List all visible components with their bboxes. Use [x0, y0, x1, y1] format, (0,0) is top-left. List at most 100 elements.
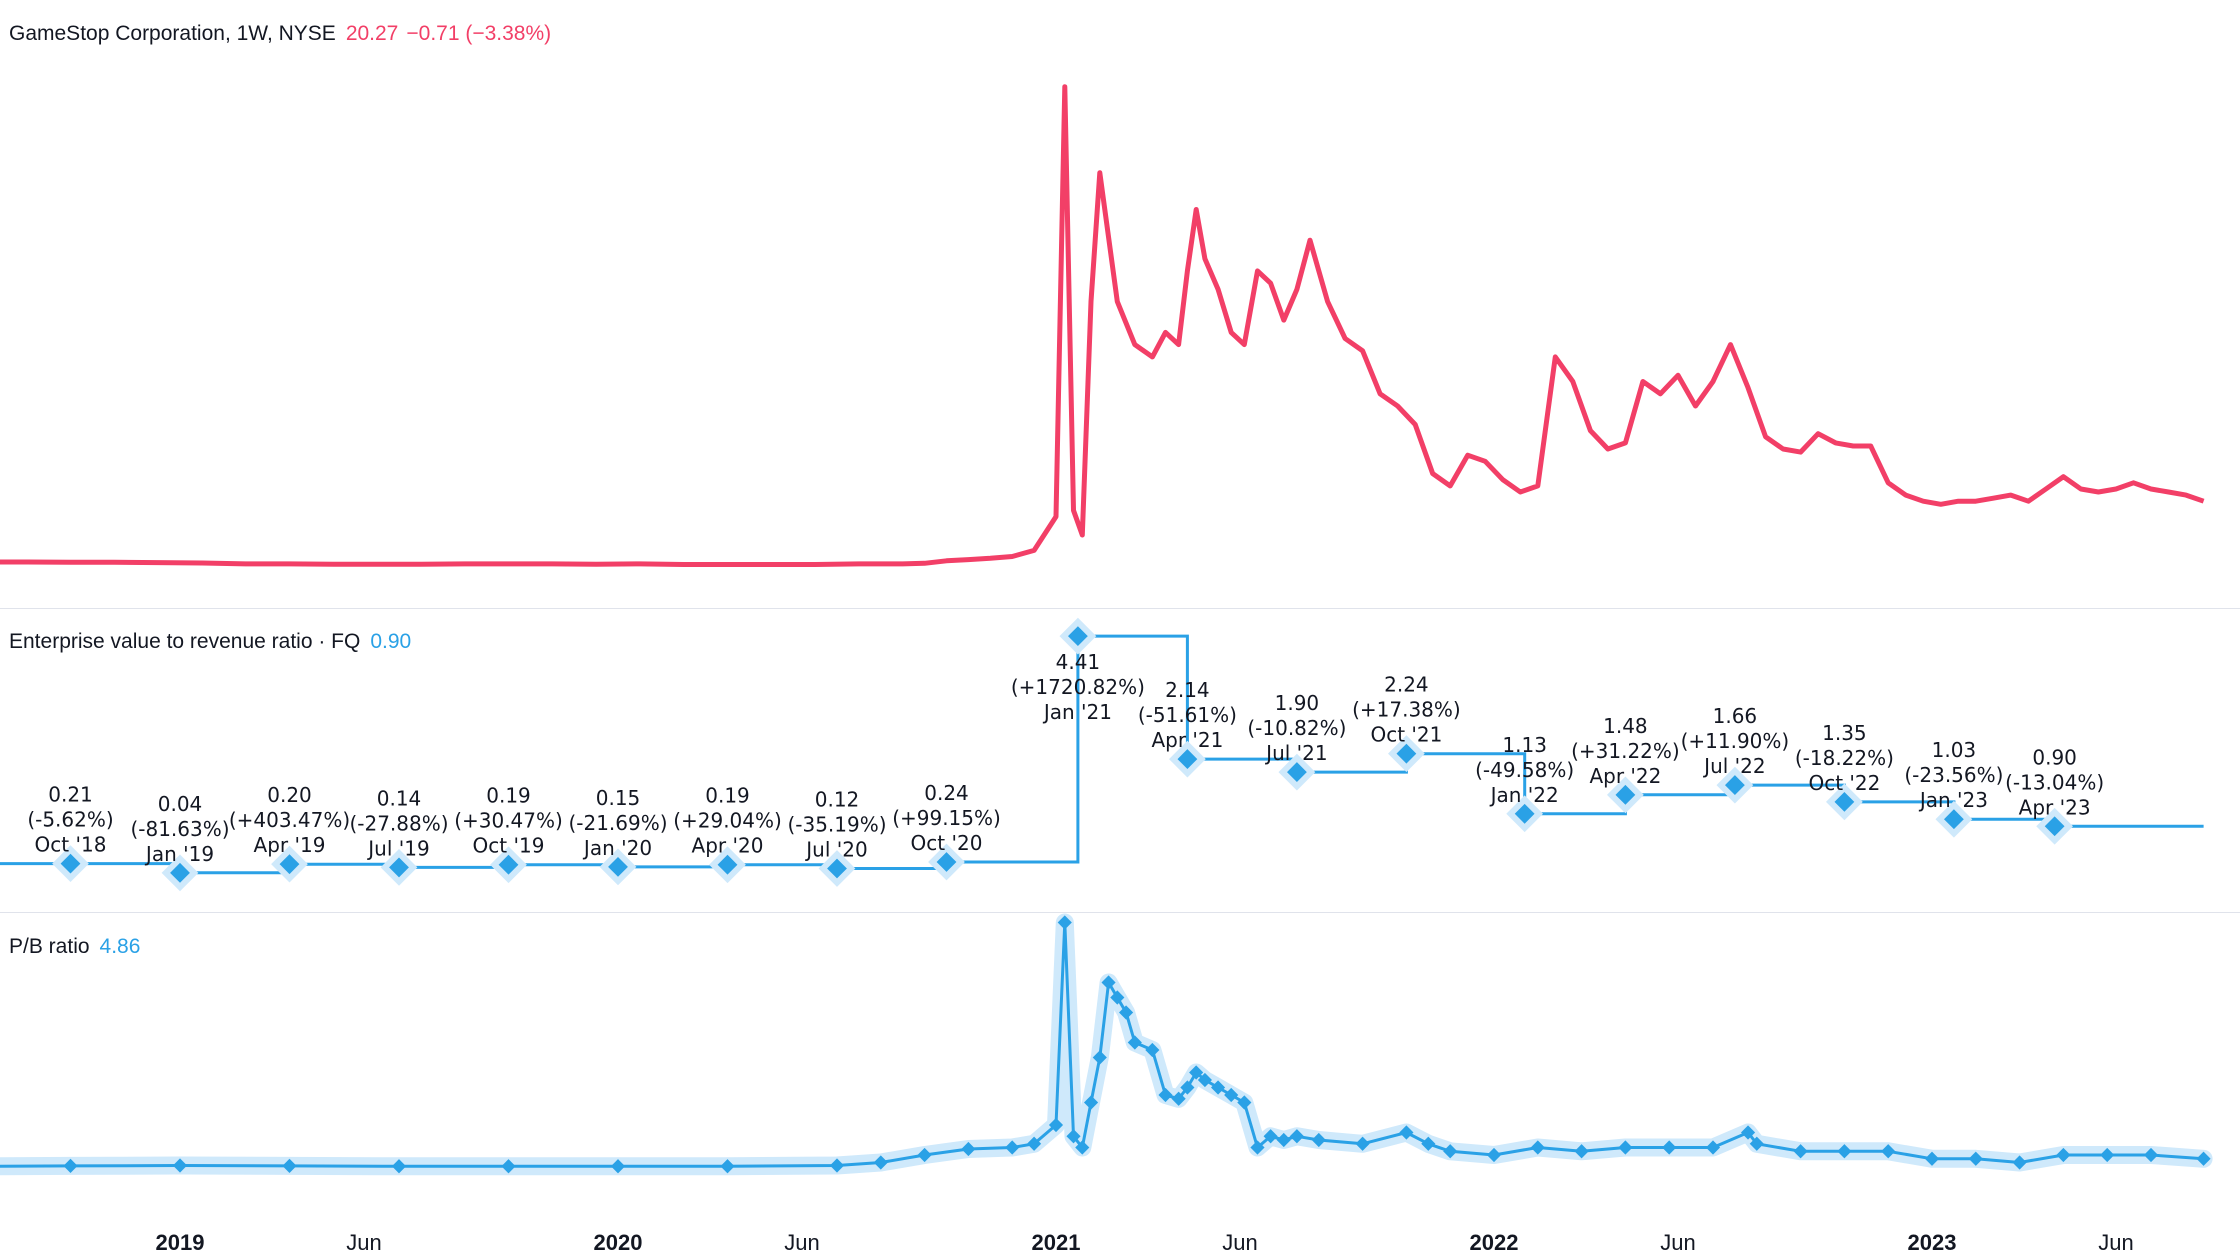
ev-change-label: (-35.19%)	[787, 813, 886, 837]
ev-point	[1615, 784, 1636, 805]
ev-date-label: Jan '19	[144, 842, 214, 866]
x-tick-label: Jun	[2098, 1230, 2133, 1255]
pb-point	[1530, 1140, 1545, 1155]
ev-point	[389, 857, 409, 878]
x-tick-label: Jun	[784, 1230, 819, 1255]
pb-point	[1289, 1129, 1304, 1144]
ev-date-label: Oct '22	[1808, 771, 1880, 795]
pb-value: 4.86	[99, 935, 141, 958]
ev-date-label: Jul '19	[366, 836, 429, 860]
pb-point	[1486, 1147, 1502, 1163]
pb-point	[1399, 1125, 1414, 1140]
ev-point	[936, 852, 957, 872]
pb-point	[391, 1159, 407, 1174]
ev-point	[279, 854, 300, 875]
ev-change-label: (-18.22%)	[1795, 746, 1894, 770]
ev-date-label: Apr '23	[2019, 795, 2091, 819]
pb-point	[1048, 1117, 1064, 1133]
ev-date-label: Jan '22	[1489, 783, 1559, 807]
ev-value-label: 0.14	[377, 786, 422, 810]
pb-point	[1005, 1140, 1020, 1155]
ev-change-label: (-21.69%)	[568, 811, 667, 835]
ev-date-label: Apr '20	[692, 834, 764, 858]
ev-value-label: 0.24	[924, 781, 969, 805]
pb-point	[63, 1158, 78, 1173]
ev-point	[1514, 803, 1535, 824]
ev-value-label: 1.13	[1502, 733, 1547, 757]
ev-change-label: (+17.38%)	[1352, 698, 1461, 722]
ev-value-label: 0.20	[267, 783, 312, 807]
pb-line	[0, 921, 2204, 1168]
ev-point	[1396, 743, 1417, 764]
ev-value: 0.90	[370, 630, 412, 653]
ev-value-label: 2.14	[1165, 678, 1210, 702]
pb-point	[720, 1159, 735, 1174]
ev-change-label: (+11.90%)	[1681, 729, 1790, 753]
ev-date-label: Jan '20	[582, 836, 652, 860]
ev-date-label: Jan '21	[1042, 700, 1112, 724]
ev-date-label: Jul '21	[1264, 741, 1327, 765]
ev-value-label: 0.12	[815, 788, 860, 812]
price-pane	[0, 84, 2205, 567]
ev-change-label: (-49.58%)	[1475, 758, 1574, 782]
ev-change-label: (+29.04%)	[673, 809, 782, 833]
ev-date-label: Apr '21	[1151, 728, 1223, 752]
ev-value-label: 2.24	[1384, 673, 1429, 697]
pb-legend: P/B ratio 4.86	[9, 935, 140, 959]
x-tick-label: 2020	[594, 1230, 643, 1255]
ev-point	[1725, 775, 1745, 795]
pb-point	[1237, 1095, 1252, 1110]
x-tick-label: 2022	[1470, 1230, 1519, 1255]
pb-point	[1250, 1140, 1265, 1155]
pb-point	[1740, 1125, 1756, 1140]
ev-date-label: Jan '23	[1918, 788, 1988, 812]
pb-point	[501, 1159, 516, 1174]
pane-divider-1[interactable]	[0, 608, 2240, 609]
pane-divider-2[interactable]	[0, 912, 2240, 913]
ev-value-label: 1.66	[1713, 704, 1758, 728]
pb-point	[1092, 1050, 1107, 1065]
ev-value-label: 0.21	[48, 783, 93, 807]
ev-change-label: (-5.62%)	[27, 808, 113, 832]
ev-point	[498, 854, 519, 875]
x-tick-label: 2023	[1908, 1230, 1957, 1255]
pb-point	[1066, 1129, 1081, 1144]
pb-point	[1119, 1005, 1134, 1020]
pb-point	[1180, 1080, 1195, 1095]
pb-title: P/B ratio	[9, 935, 90, 958]
ev-value-label: 0.04	[158, 792, 203, 816]
ev-change-label: (-10.82%)	[1247, 716, 1346, 740]
ev-point	[1068, 626, 1088, 647]
pb-point	[1224, 1087, 1239, 1103]
ev-change-label: (+31.22%)	[1571, 739, 1680, 763]
main-legend: GameStop Corporation, 1W, NYSE 20.27 −0.71…	[9, 22, 551, 46]
pb-point	[961, 1141, 976, 1157]
ev-change-label: (+30.47%)	[454, 809, 563, 833]
pb-point	[1881, 1144, 1896, 1159]
ev-change-label: (-13.04%)	[2005, 770, 2104, 794]
ev-change-label: (-27.88%)	[349, 811, 448, 835]
pb-point	[1145, 1042, 1160, 1058]
ev-value-label: 1.03	[1932, 738, 1977, 762]
x-tick-label: 2019	[156, 1230, 205, 1255]
pb-point	[2012, 1155, 2027, 1170]
pb-point	[1197, 1072, 1212, 1088]
pb-point	[1837, 1144, 1852, 1159]
pb-point	[1443, 1144, 1458, 1159]
ev-point	[1287, 762, 1307, 782]
ev-change-label: (-51.61%)	[1138, 703, 1237, 727]
ev-point	[1177, 749, 1198, 769]
ev-value-label: 1.48	[1603, 714, 1648, 738]
price-change: −0.71 (−3.38%)	[406, 22, 552, 45]
pb-point	[1110, 990, 1125, 1005]
time-axis[interactable]: 2019 Jun 2020 Jun 2021 Jun 2022 Jun 2023 Jun	[156, 1230, 2134, 1255]
pb-pane	[0, 913, 2213, 1176]
x-tick-label: Jun	[1222, 1230, 1257, 1255]
pb-point	[1083, 1095, 1099, 1110]
pb-point	[1311, 1132, 1326, 1148]
pb-point	[1189, 1065, 1204, 1080]
symbol-title: GameStop Corporation, 1W, NYSE	[9, 22, 336, 45]
price-line	[0, 84, 2205, 567]
pb-point	[610, 1159, 626, 1174]
